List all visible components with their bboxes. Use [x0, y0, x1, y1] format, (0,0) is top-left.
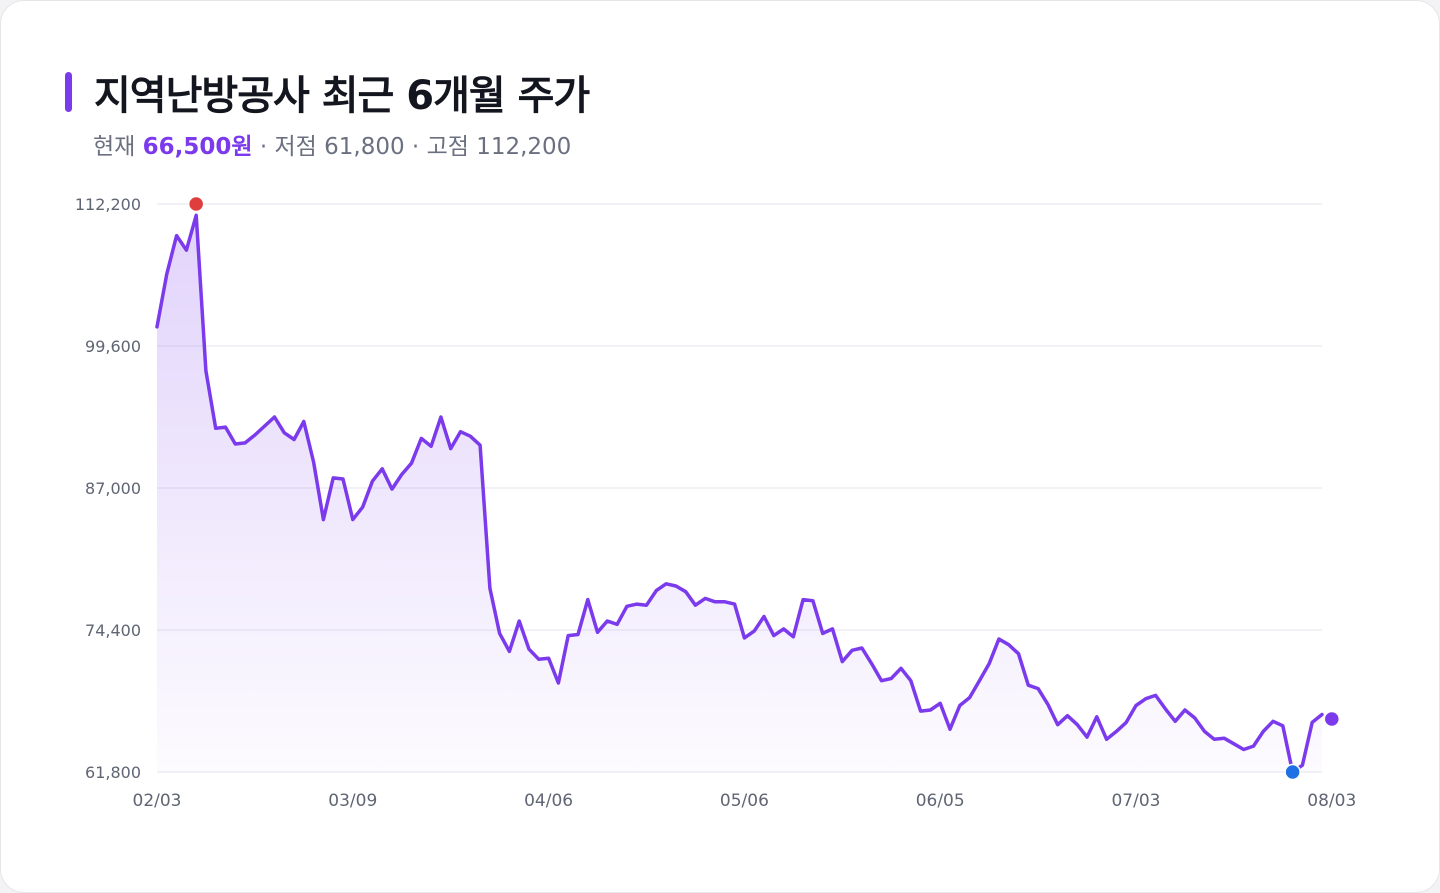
- x-tick-label: 08/03: [1307, 791, 1356, 811]
- x-axis-ticks: 02/03 03/09 04/06 05/06 06/05 07/03 08/03: [133, 791, 1357, 811]
- current-label: 현재: [93, 134, 136, 160]
- x-tick-label: 02/03: [133, 791, 182, 811]
- low-label: 저점: [274, 134, 317, 160]
- y-tick-label: 112,200: [75, 195, 141, 214]
- high-price-marker: [187, 195, 205, 213]
- low-price: 61,800: [324, 134, 405, 160]
- y-tick-label: 87,000: [85, 479, 141, 498]
- separator-1: ·: [252, 134, 275, 160]
- high-price: 112,200: [476, 134, 572, 160]
- price-markers: [187, 195, 1341, 781]
- y-tick-label: 99,600: [85, 337, 141, 356]
- title-accent-bar: [65, 72, 72, 112]
- y-axis-ticks: 61,800 74,400 87,000 99,600 112,200: [75, 195, 141, 782]
- x-tick-label: 04/06: [524, 791, 573, 811]
- current-price: 66,500원: [142, 134, 253, 160]
- y-tick-label: 61,800: [85, 763, 141, 782]
- x-tick-label: 07/03: [1111, 791, 1160, 811]
- price-line: [155, 213, 1324, 774]
- separator-2: ·: [404, 134, 427, 160]
- chart-title: 지역난방공사 최근 6개월 주가: [94, 73, 590, 119]
- x-tick-label: 06/05: [916, 791, 965, 811]
- price-area-fill: [157, 215, 1322, 773]
- high-label: 고점: [426, 134, 469, 160]
- title-row: 지역난방공사 최근 6개월 주가: [65, 63, 590, 121]
- y-tick-label: 74,400: [85, 621, 141, 640]
- price-summary: 현재 66,500원 · 저점 61,800 · 고점 112,200: [93, 127, 571, 161]
- x-tick-label: 03/09: [328, 791, 377, 811]
- x-tick-label: 05/06: [720, 791, 769, 811]
- current-price-marker: [1323, 710, 1341, 728]
- low-price-marker: [1284, 763, 1301, 781]
